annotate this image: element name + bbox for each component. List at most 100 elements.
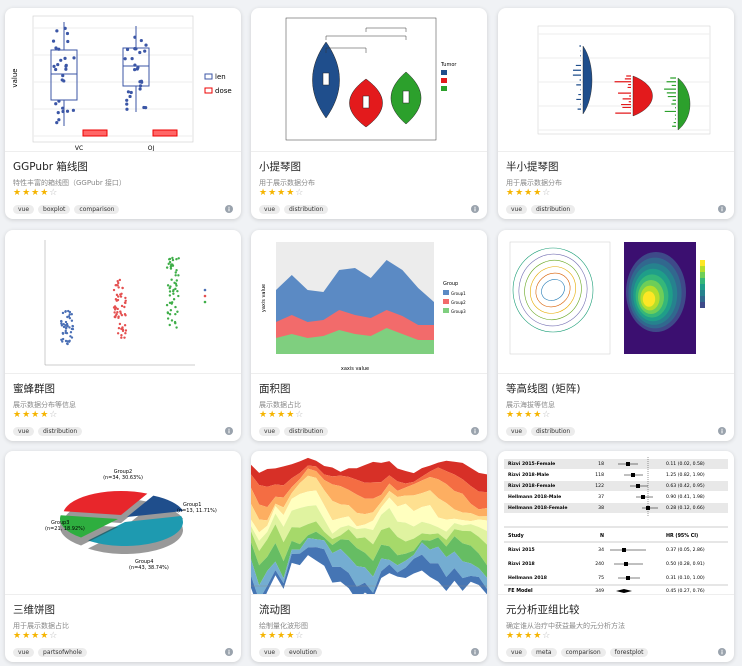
thumb-text: Rizvi 2018-Male bbox=[508, 472, 549, 478]
thumb-text: Group bbox=[443, 281, 458, 287]
thumb-text: Group1 bbox=[451, 291, 466, 296]
thumb-text: 1.25 (0.82, 1.90) bbox=[666, 472, 705, 478]
thumb-text: 122 bbox=[595, 483, 604, 489]
thumb-text: VC bbox=[75, 145, 83, 152]
chart-card[interactable]: Tumor 小提琴图 用于展示数据分布 ★★★★☆ vue distributio… bbox=[251, 8, 487, 219]
tag[interactable]: distribution bbox=[284, 427, 329, 436]
card-description: 确定谁从治疗中获益最大的元分析方法 bbox=[506, 622, 625, 630]
tag-list: vue evolution bbox=[259, 648, 322, 657]
card-title: 半小提琴图 bbox=[506, 161, 559, 173]
thumb-text: FE Model bbox=[508, 588, 533, 594]
thumb-text: 38 bbox=[598, 505, 604, 511]
thumb-text: 0.11 (0.02, 0.58) bbox=[666, 461, 705, 467]
tag[interactable]: vue bbox=[259, 648, 281, 657]
stars-empty: ☆ bbox=[49, 410, 59, 420]
stars-empty: ☆ bbox=[295, 188, 305, 198]
rating: ★★★★☆ bbox=[506, 410, 551, 420]
chart-card[interactable]: value VC OJ len dose GGPubr 箱线图 特性丰富的箱线图（GGP… bbox=[5, 8, 241, 219]
tag-list: vue meta comparison forestplot bbox=[506, 648, 649, 657]
rating: ★★★★☆ bbox=[259, 188, 304, 198]
stars-filled: ★★★★ bbox=[13, 631, 50, 641]
thumbnail bbox=[5, 240, 241, 374]
thumb-text: Hellmann 2018 bbox=[508, 575, 547, 581]
thumb-text: Group3 bbox=[451, 309, 466, 314]
card-title: GGPubr 箱线图 bbox=[13, 161, 88, 173]
tag[interactable]: vue bbox=[13, 648, 35, 657]
tag[interactable]: partsofwhole bbox=[38, 648, 87, 657]
stars-empty: ☆ bbox=[49, 188, 59, 198]
card-description: 绘制量化波形图 bbox=[259, 622, 308, 630]
chart-card[interactable]: Group2 (n=34, 30.63%) Group1 (n=13, 11.71%)… bbox=[5, 451, 241, 662]
thumb-text: 34 bbox=[598, 547, 604, 553]
thumbnail: Tumor bbox=[251, 17, 487, 152]
thumb-text: dose bbox=[215, 87, 232, 95]
rating: ★★★★☆ bbox=[259, 631, 304, 641]
info-icon[interactable] bbox=[471, 648, 479, 656]
card-title: 小提琴图 bbox=[259, 161, 301, 173]
stars-empty: ☆ bbox=[542, 631, 552, 641]
thumb-text: 0.28 (0.12, 0.66) bbox=[666, 505, 705, 511]
chart-card[interactable]: 蜜蜂群图 展示数据分布等信息 ★★★★☆ vue distribution bbox=[5, 230, 241, 441]
info-icon[interactable] bbox=[718, 427, 726, 435]
stars-empty: ☆ bbox=[49, 631, 59, 641]
thumb-text: N bbox=[600, 533, 604, 539]
thumb-text: (n=34, 30.63%) bbox=[103, 475, 143, 481]
tag[interactable]: boxplot bbox=[38, 205, 71, 214]
thumb-text: value bbox=[11, 68, 19, 87]
card-title: 流动图 bbox=[259, 604, 291, 616]
card-description: 用于展示数据分布 bbox=[259, 179, 315, 187]
thumb-text: Group2 bbox=[451, 300, 466, 305]
tag[interactable]: vue bbox=[13, 205, 35, 214]
info-icon[interactable] bbox=[471, 205, 479, 213]
info-icon[interactable] bbox=[225, 205, 233, 213]
tag-list: vue distribution bbox=[259, 205, 329, 214]
tag[interactable]: vue bbox=[506, 648, 528, 657]
tag[interactable]: distribution bbox=[284, 205, 329, 214]
stars-empty: ☆ bbox=[542, 410, 552, 420]
tag[interactable]: vue bbox=[259, 427, 281, 436]
thumbnail: Rizvi 2015-Female 18 0.11 (0.02, 0.58) Rizv… bbox=[498, 457, 734, 595]
stars-filled: ★★★★ bbox=[13, 188, 50, 198]
tag[interactable]: evolution bbox=[284, 648, 322, 657]
info-icon[interactable] bbox=[718, 648, 726, 656]
stars-filled: ★★★★ bbox=[259, 188, 296, 198]
thumb-text: Rizvi 2015 bbox=[508, 547, 535, 553]
tag[interactable]: vue bbox=[13, 427, 35, 436]
stars-empty: ☆ bbox=[542, 188, 552, 198]
thumb-text: 349 bbox=[595, 588, 604, 594]
tag[interactable]: comparison bbox=[560, 648, 606, 657]
info-icon[interactable] bbox=[718, 205, 726, 213]
info-icon[interactable] bbox=[225, 648, 233, 656]
tag[interactable]: distribution bbox=[531, 427, 576, 436]
info-icon[interactable] bbox=[471, 427, 479, 435]
thumb-text: Group4 bbox=[135, 559, 153, 565]
rating: ★★★★☆ bbox=[13, 410, 58, 420]
chart-card[interactable]: xaxis value yaxis value Group Group1 Group2 G… bbox=[251, 230, 487, 441]
tag[interactable]: vue bbox=[506, 205, 528, 214]
thumb-text: 37 bbox=[598, 494, 604, 500]
tag[interactable]: meta bbox=[531, 648, 557, 657]
chart-card[interactable]: 流动图 绘制量化波形图 ★★★★☆ vue evolution bbox=[251, 451, 487, 662]
tag[interactable]: distribution bbox=[531, 205, 576, 214]
card-title: 元分析亚组比较 bbox=[506, 604, 580, 616]
chart-card[interactable]: Rizvi 2015-Female 18 0.11 (0.02, 0.58) Rizv… bbox=[498, 451, 734, 662]
thumb-text: 0.50 (0.28, 0.91) bbox=[666, 561, 705, 567]
rating: ★★★★☆ bbox=[13, 188, 58, 198]
thumb-text: 0.31 (0.10, 1.00) bbox=[666, 575, 705, 581]
tag[interactable]: vue bbox=[506, 427, 528, 436]
info-icon[interactable] bbox=[225, 427, 233, 435]
card-description: 特性丰富的箱线图（GGPubr 接口） bbox=[13, 179, 126, 187]
tag[interactable]: forestplot bbox=[609, 648, 649, 657]
chart-card[interactable]: 等高线图 (矩阵) 展示海拔等信息 ★★★★☆ vue distribution bbox=[498, 230, 734, 441]
thumb-text: (n=43, 38.74%) bbox=[129, 565, 169, 571]
tag[interactable]: comparison bbox=[74, 205, 120, 214]
thumb-text: (n=21, 18.92%) bbox=[45, 526, 85, 532]
chart-card[interactable]: 半小提琴图 用于展示数据分布 ★★★★☆ vue distribution bbox=[498, 8, 734, 219]
card-title: 三维饼图 bbox=[13, 604, 55, 616]
stars-empty: ☆ bbox=[295, 631, 305, 641]
tag[interactable]: distribution bbox=[38, 427, 83, 436]
card-description: 用于展示数据占比 bbox=[13, 622, 69, 630]
thumb-text: 75 bbox=[598, 575, 604, 581]
tag[interactable]: vue bbox=[259, 205, 281, 214]
